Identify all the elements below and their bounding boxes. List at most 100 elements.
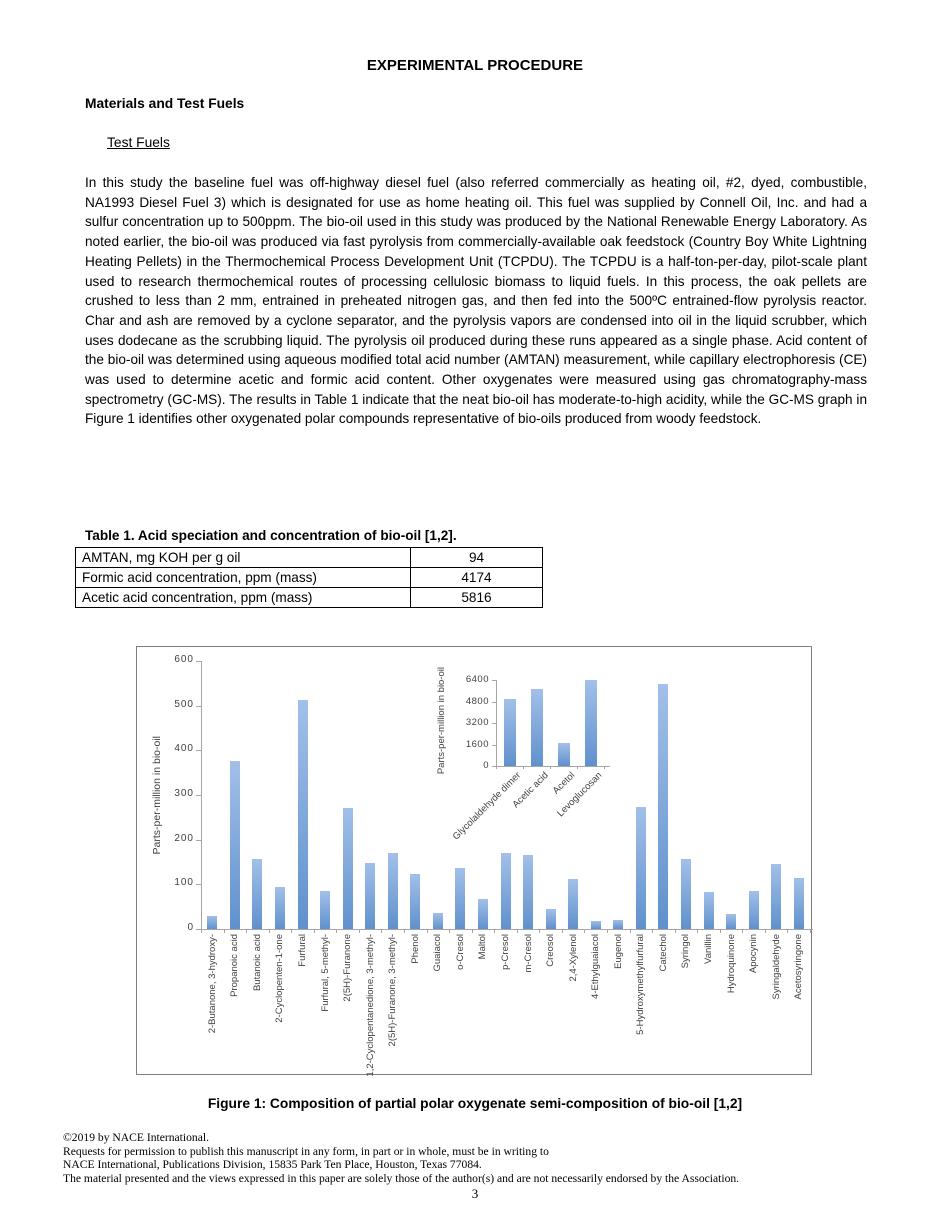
inset-bar	[584, 680, 597, 766]
x-label-slot: Hydroquinone	[720, 934, 743, 1074]
bar	[568, 878, 579, 929]
footer-line: ©2019 by NACE International.	[63, 1131, 209, 1144]
inset-y-tick-mark	[492, 701, 496, 703]
bar	[523, 855, 534, 929]
bar	[455, 867, 466, 929]
inset-y-tick-mark	[492, 723, 496, 724]
inset-y-tick-mark	[492, 744, 496, 746]
main-x-tick-mark	[539, 929, 541, 933]
main-x-tick-mark	[764, 929, 766, 933]
section-heading: Materials and Test Fuels	[85, 96, 245, 111]
main-x-tick-mark	[246, 929, 248, 933]
inset-y-tick-mark	[492, 766, 496, 767]
table-row: Acetic acid concentration, ppm (mass) 58…	[75, 587, 543, 608]
acid-table: AMTAN, mg KOH per g oil 94 Formic acid c…	[75, 547, 543, 608]
main-y-axis-line	[201, 661, 202, 930]
x-axis-label: Maltol	[477, 934, 489, 960]
figure-1-chart: 0 100 200 300 400 500 600 2-Butanone, 3-hydroxy…	[136, 646, 813, 1077]
table-cell-label: Acetic acid concentration, ppm (mass)	[75, 587, 411, 608]
bar	[793, 877, 804, 929]
inset-x-tick-mark	[604, 766, 605, 769]
main-y-tick-mark	[196, 795, 201, 796]
x-label-slot: 2-Butanone, 3-hydroxy-	[201, 934, 224, 1074]
main-x-tick-mark	[810, 929, 811, 933]
main-x-tick-mark	[494, 929, 496, 933]
x-label-slot: Furfural, 5-methyl-	[314, 934, 337, 1074]
main-x-tick-mark	[223, 929, 225, 933]
x-axis-label: Vanillin	[702, 934, 714, 964]
x-axis-label: Syringaldehyde	[770, 934, 782, 1000]
inset-x-axis-line	[496, 766, 610, 767]
bar	[387, 852, 398, 929]
inset-bar	[557, 742, 570, 766]
table-cell-label: AMTAN, mg KOH per g oil	[75, 547, 411, 568]
x-label-slot: m-Cresol	[517, 934, 540, 1074]
footer-line: NACE International, Publications Divisio…	[63, 1158, 482, 1172]
x-label-slot: 4-Ethylguaiacol	[584, 934, 607, 1074]
footer-line: Requests for permission to publish this …	[63, 1144, 549, 1158]
x-label-slot: 2-Cyclopenten-1-one	[269, 934, 292, 1074]
main-x-tick-mark	[336, 929, 338, 933]
x-label-slot: Apocynin	[742, 934, 765, 1074]
table-row: AMTAN, mg KOH per g oil 94	[75, 547, 543, 568]
main-y-tick-label: 300	[174, 788, 194, 799]
inset-y-axis-title: Parts-per-million in bio-oil	[434, 667, 448, 774]
x-axis-label: Hydroquinone	[725, 934, 737, 994]
main-y-tick-label: 600	[174, 654, 194, 665]
main-y-tick-mark	[196, 839, 201, 841]
x-axis-label: Propanoic acid	[229, 934, 241, 997]
x-label-slot: p-Cresol	[494, 934, 517, 1074]
main-y-tick-label: 500	[174, 698, 194, 710]
main-x-tick-mark	[674, 929, 676, 933]
table-cell-value: 4174	[410, 567, 543, 588]
inset-y-axis-line	[496, 680, 497, 767]
main-x-tick-mark	[742, 929, 744, 933]
main-x-tick-mark	[201, 929, 202, 933]
bar	[274, 887, 285, 929]
x-axis-label: 5-Hydroxymethylfurfural	[635, 934, 647, 1035]
main-y-tick-mark	[196, 929, 201, 930]
bar	[297, 700, 308, 929]
x-axis-label: 4-Ethylguaiacol	[590, 934, 602, 999]
x-axis-label: Furfural	[296, 934, 308, 967]
x-axis-label: p-Cresol	[499, 934, 511, 970]
inset-bar	[530, 689, 543, 766]
chart-area: 0 100 200 300 400 500 600 2-Butanone, 3-hydroxy…	[137, 647, 813, 1077]
x-axis-label: Eugenol	[612, 934, 624, 969]
x-axis-label: 2,4-Xylenol	[567, 934, 579, 982]
main-x-tick-mark	[516, 929, 518, 933]
inset-x-axis-label: Glycolaldehyde dimer	[450, 770, 524, 843]
bar	[207, 916, 218, 929]
figure-caption: Figure 1: Composition of partial polar o…	[207, 1096, 743, 1111]
inset-y-tick-mark	[492, 680, 496, 681]
x-label-slot: 2(5H)-Furanone, 3-methyl-	[381, 934, 404, 1074]
bar	[477, 899, 488, 929]
bar	[680, 858, 691, 929]
main-y-axis-title-text: Parts-per-million in bio-oil	[151, 735, 163, 855]
main-x-tick-mark	[449, 929, 451, 933]
x-label-slot: Eugenol	[607, 934, 630, 1074]
x-label-slot: Furfural	[291, 934, 314, 1074]
x-label-slot: Butanoic acid	[246, 934, 269, 1074]
x-axis-label: 2-Butanone, 3-hydroxy-	[206, 934, 218, 1034]
main-x-tick-mark	[358, 929, 360, 933]
main-x-tick-mark	[313, 929, 315, 933]
x-axis-label: o-Cresol	[454, 934, 466, 970]
main-y-tick-mark	[196, 705, 201, 707]
inset-x-tick-mark	[496, 766, 497, 769]
main-y-tick-mark	[196, 750, 201, 752]
bar	[320, 891, 331, 929]
footer: ©2019 by NACE International. Requests fo…	[63, 1131, 893, 1185]
x-label-slot: 2(5H)-Furanone	[336, 934, 359, 1074]
main-y-tick-label: 0	[187, 922, 194, 933]
x-axis-label: 1,2-Cyclopentanedione, 3-methyl-	[364, 934, 376, 1077]
footer-line: The material presented and the views exp…	[63, 1171, 740, 1185]
main-x-tick-mark	[584, 929, 586, 933]
bar	[703, 892, 714, 929]
page-number: 3	[471, 1186, 479, 1201]
inset-x-tick-mark	[577, 766, 578, 769]
main-x-tick-mark	[381, 929, 383, 933]
inset-x-tick-mark	[523, 766, 524, 769]
x-axis-label: 2-Cyclopenten-1-one	[274, 934, 286, 1023]
